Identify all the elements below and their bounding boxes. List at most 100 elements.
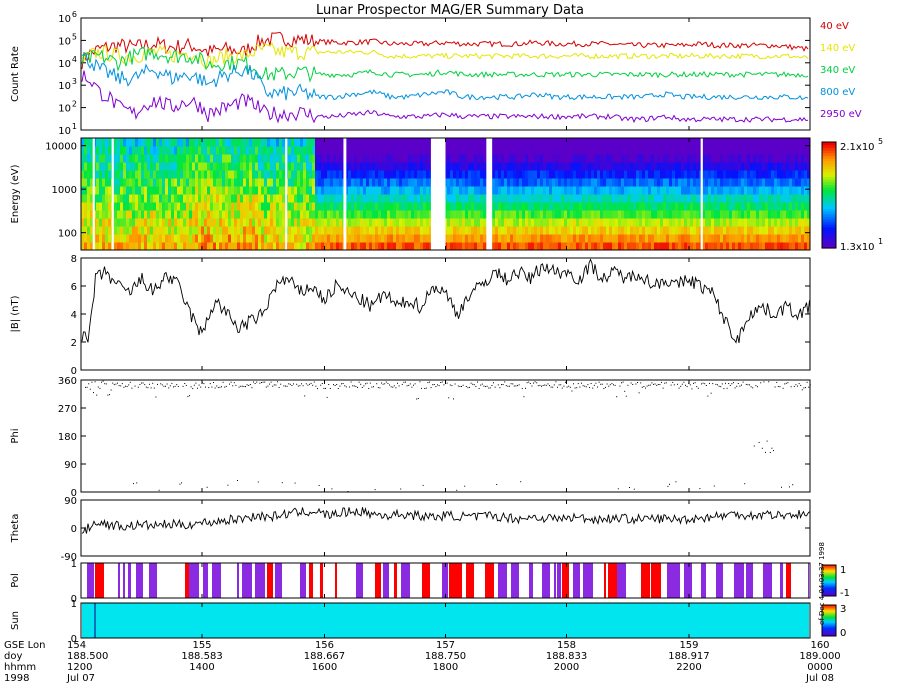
field-magnitude-ylabel: |B| (nT): [10, 295, 21, 332]
legend-series-2: 340 eV: [820, 65, 855, 76]
polarity-colorbar-max: 1: [840, 565, 846, 576]
x-axis-tick-1-row-1: 188.583: [181, 651, 222, 662]
x-axis-tick-4-row-1: 188.833: [546, 651, 587, 662]
theta-line: [81, 507, 810, 534]
spectrogram-gap-2: [285, 138, 288, 250]
x-axis-tick-0-row-3: Jul 07: [66, 673, 95, 684]
count-rate-ytick-1-exp: 1: [72, 122, 77, 131]
spectrogram-colorbar: [821, 141, 837, 249]
spectrogram-ylabel: Energy (eV): [10, 164, 21, 223]
x-axis-tick-2-row-2: 1600: [312, 662, 337, 673]
theta-ytick-0-label: 0: [71, 524, 77, 535]
x-axis-row-label-0: GSE Lon: [4, 640, 45, 651]
x-axis-tick-6-row-3: Jul 08: [805, 673, 834, 684]
x-axis-tick-6-row-2: 0000: [807, 662, 832, 673]
count-rate-ylabel: Count Rate: [10, 46, 21, 102]
count-rate-ytick-3-label: 10: [58, 81, 71, 92]
x-axis-row-label-3: 1998: [4, 673, 29, 684]
spectrogram-ytick-1000-label: 1000: [52, 185, 77, 196]
count-rate-ytick-4-label: 10: [58, 59, 71, 70]
x-axis-tick-4-row-0: 158: [557, 640, 576, 651]
x-axis-tick-3-row-1: 188.750: [425, 651, 466, 662]
polarity-colorbar-min: -1: [840, 588, 850, 599]
x-axis-tick-6-row-1: 189.000: [799, 651, 840, 662]
phi-frame: [80, 379, 811, 493]
field-magnitude-ytick-8-label: 8: [71, 254, 77, 265]
spectrogram-gap-4: [430, 138, 446, 250]
count-rate-ytick-2-label: 10: [58, 104, 71, 115]
x-axis-tick-4-row-2: 2000: [554, 662, 579, 673]
spectrogram-gap-0: [92, 138, 95, 250]
phi-points: [85, 380, 811, 492]
colorbar-min-label: 1.3x10: [840, 242, 875, 253]
count-rate-series-0: [81, 31, 809, 70]
plot-timestamp-label: ef Dec 4 04:03:37 1998: [818, 542, 826, 625]
count-rate-series-3: [81, 52, 809, 101]
legend-series-1: 140 eV: [820, 43, 855, 54]
field-magnitude-ytick-6-label: 6: [71, 282, 77, 293]
phi-ylabel: Phi: [10, 428, 21, 443]
spectrogram-gap-3: [343, 138, 347, 250]
count-rate-ytick-1-label: 10: [58, 126, 71, 137]
spectrogram-gap-5: [486, 138, 493, 250]
polarity-ytick-0-label: 0: [71, 594, 77, 605]
count-rate-ytick-5-exp: 5: [72, 32, 77, 41]
field-magnitude-ytick-2-label: 2: [71, 338, 77, 349]
field-magnitude-line: [81, 258, 810, 344]
x-axis-tick-1-row-2: 1400: [189, 662, 214, 673]
colorbar-frame: [821, 141, 837, 249]
count-rate-ytick-4-exp: 4: [72, 55, 77, 64]
legend-series-3: 800 eV: [820, 87, 855, 98]
phi-ytick-270-label: 270: [58, 404, 77, 415]
count-rate-series-4: [81, 70, 809, 124]
field-magnitude-ytick-4-label: 4: [71, 310, 77, 321]
theta-ytick-90-label: 90: [64, 496, 77, 507]
phi-ytick-360-label: 360: [58, 376, 77, 387]
theta-ytick--90-label: -90: [61, 552, 77, 563]
spectrogram-ytick-100-label: 100: [58, 229, 77, 240]
colorbar-max-exp: 5: [878, 137, 883, 146]
phi-ytick-0-label: 0: [71, 488, 77, 499]
count-rate-series-1: [81, 42, 809, 70]
x-axis-tick-3-row-0: 157: [436, 640, 455, 651]
sun-colorbar: [821, 604, 837, 637]
colorbar-min-exp: 1: [878, 237, 883, 246]
sun-ylabel: Sun: [10, 611, 21, 630]
polarity-bars: [87, 563, 809, 598]
spectrogram-gap-6: [700, 138, 703, 250]
x-axis-tick-0-row-2: 1200: [67, 662, 92, 673]
phi-ytick-180-label: 180: [58, 432, 77, 443]
x-axis-tick-3-row-2: 1800: [433, 662, 458, 673]
sun-ytick-0-label: 0: [71, 634, 77, 645]
count-rate-ytick-3-exp: 3: [72, 77, 77, 86]
x-axis-tick-1-row-0: 155: [192, 640, 211, 651]
sun-fill: [82, 603, 809, 638]
x-axis-tick-6-row-0: 160: [810, 640, 829, 651]
sun-colorbar-min: 0: [840, 628, 846, 639]
spectrogram-gap-1: [111, 138, 114, 250]
x-axis-tick-5-row-1: 188.917: [668, 651, 709, 662]
x-axis-tick-0-row-0: 154: [67, 640, 86, 651]
count-rate-ytick-6-label: 10: [58, 14, 71, 25]
legend-series-4: 2950 eV: [820, 109, 862, 120]
phi-ytick-90-label: 90: [64, 460, 77, 471]
x-axis-tick-5-row-0: 159: [679, 640, 698, 651]
spectrogram-ytick-10000-label: 10000: [45, 142, 77, 153]
x-axis-tick-2-row-0: 156: [315, 640, 334, 651]
theta-ylabel: Theta: [10, 514, 21, 544]
legend-series-0: 40 eV: [820, 21, 849, 32]
count-rate-ytick-6-exp: 6: [72, 10, 77, 19]
sun-colorbar-max: 3: [840, 604, 846, 615]
colorbar-max-label: 2.1x10: [840, 142, 875, 153]
sun-ytick-1-label: 1: [71, 599, 77, 610]
x-axis-row-label-2: hhmm: [4, 662, 36, 673]
field-magnitude-ytick-0-label: 0: [71, 366, 77, 377]
x-axis-tick-2-row-1: 188.667: [304, 651, 345, 662]
x-axis-tick-0-row-1: 188.500: [67, 651, 108, 662]
count-rate-ytick-5-label: 10: [58, 36, 71, 47]
count-rate-series-2: [81, 46, 809, 83]
theta-frame: [80, 499, 811, 557]
